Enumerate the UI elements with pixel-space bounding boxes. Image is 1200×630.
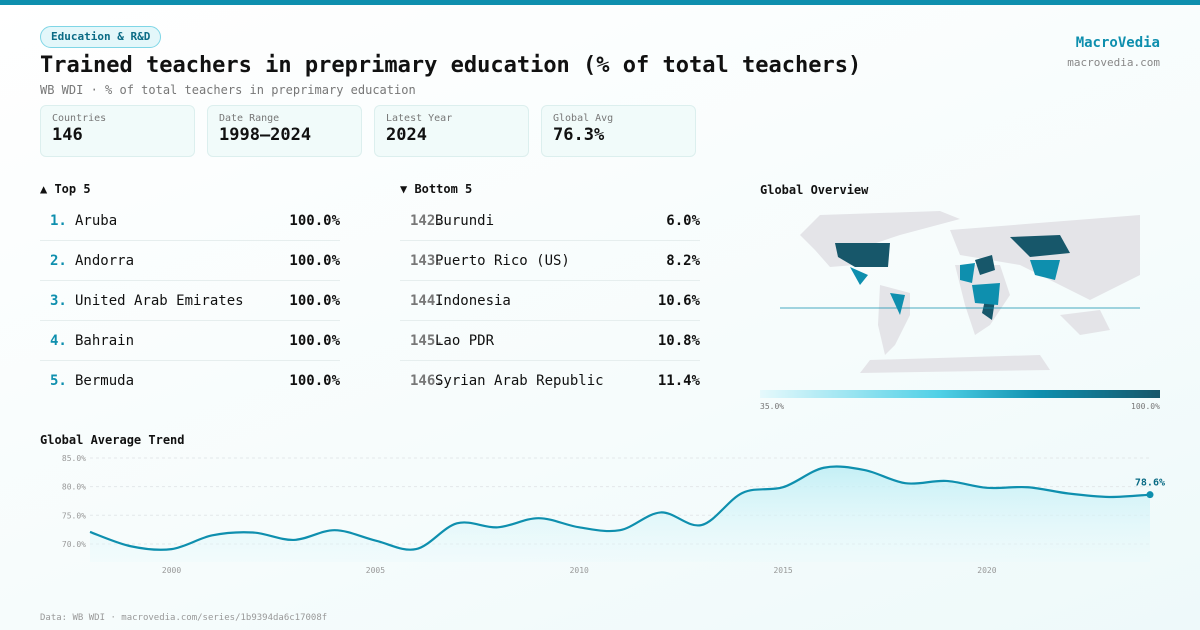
- world-map[interactable]: [760, 205, 1160, 385]
- last-point-marker: [1146, 491, 1154, 499]
- list-item[interactable]: 142. Burundi 6.0%: [400, 201, 700, 241]
- country-name: Aruba: [75, 212, 118, 229]
- bottom5-title: ▼ Bottom 5: [400, 182, 473, 196]
- rank: 4.: [50, 332, 67, 349]
- country-value: 100.0%: [289, 332, 340, 349]
- map-legend-bar: [760, 390, 1160, 398]
- bottom5-list: 142. Burundi 6.0% 143. Puerto Rico (US) 8.2%…: [400, 201, 700, 401]
- brand-name[interactable]: MacroVedia: [1075, 35, 1160, 51]
- rank: 3.: [50, 292, 67, 309]
- country-name: Burundi: [435, 212, 495, 229]
- last-value-label: 78.6%: [1135, 478, 1165, 489]
- country-name: Puerto Rico (US): [435, 252, 570, 269]
- legend-max: 100.0%: [1131, 402, 1160, 411]
- x-tick-label: 2015: [773, 566, 792, 575]
- country-value: 10.6%: [657, 292, 700, 309]
- trend-title: Global Average Trend: [40, 433, 185, 447]
- stat-latest-year: Latest Year 2024: [374, 105, 529, 157]
- x-tick-label: 2010: [570, 566, 589, 575]
- country-value: 10.8%: [657, 332, 700, 349]
- rank: 143.: [410, 252, 444, 269]
- country-value: 8.2%: [666, 252, 700, 269]
- trend-area: [90, 466, 1150, 562]
- rank: 142.: [410, 212, 444, 229]
- country-value: 100.0%: [289, 252, 340, 269]
- list-item[interactable]: 144. Indonesia 10.6%: [400, 281, 700, 321]
- x-tick-label: 2000: [162, 566, 181, 575]
- list-item[interactable]: 3. United Arab Emirates 100.0%: [40, 281, 340, 321]
- country-name: United Arab Emirates: [75, 292, 244, 309]
- list-item[interactable]: 2. Andorra 100.0%: [40, 241, 340, 281]
- country-value: 100.0%: [289, 212, 340, 229]
- country-name: Andorra: [75, 252, 135, 269]
- y-tick-label: 75.0%: [62, 511, 86, 520]
- map-title: Global Overview: [760, 183, 869, 197]
- top5-list: 1. Aruba 100.0% 2. Andorra 100.0% 3. United A…: [40, 201, 340, 401]
- stat-global-avg: Global Avg 76.3%: [541, 105, 696, 157]
- country-value: 6.0%: [666, 212, 700, 229]
- brand-url[interactable]: macrovedia.com: [1067, 56, 1160, 69]
- country-value: 11.4%: [657, 373, 700, 389]
- y-tick-label: 80.0%: [62, 483, 86, 492]
- trend-chart: 70.0% 75.0% 80.0% 85.0% 2000 2005 2010 2015 2020…: [62, 454, 1165, 575]
- x-tick-label: 2020: [977, 566, 996, 575]
- rank: 145.: [410, 332, 444, 349]
- legend-min: 35.0%: [760, 402, 785, 411]
- list-item[interactable]: 143. Puerto Rico (US) 8.2%: [400, 241, 700, 281]
- list-item[interactable]: 4. Bahrain 100.0%: [40, 321, 340, 361]
- list-item[interactable]: 146. Syrian Arab Republic 11.4%: [400, 361, 700, 401]
- rank: 5.: [50, 373, 67, 389]
- page-title: Trained teachers in preprimary education…: [40, 53, 862, 78]
- page-subtitle: WB WDI · % of total teachers in preprima…: [40, 83, 416, 97]
- rank: 2.: [50, 252, 67, 269]
- country-name: Syrian Arab Republic: [435, 373, 604, 389]
- top-accent-bar: [0, 0, 1200, 5]
- stat-label: Latest Year: [386, 113, 453, 124]
- top5-title: ▲ Top 5: [40, 182, 91, 196]
- stat-label: Date Range: [219, 113, 280, 124]
- country-value: 100.0%: [289, 292, 340, 309]
- stat-value: 1998–2024: [219, 125, 312, 145]
- stat-value: 146: [52, 125, 83, 145]
- country-name: Bahrain: [75, 332, 135, 349]
- stat-date-range: Date Range 1998–2024: [207, 105, 362, 157]
- country-name: Bermuda: [75, 373, 135, 389]
- y-tick-label: 85.0%: [62, 454, 86, 463]
- country-name: Lao PDR: [435, 332, 495, 349]
- rank: 144.: [410, 292, 444, 309]
- x-tick-label: 2005: [366, 566, 385, 575]
- footer-source: Data: WB WDI · macrovedia.com/series/1b9…: [40, 613, 328, 623]
- stat-value: 2024: [386, 125, 427, 145]
- list-item[interactable]: 5. Bermuda 100.0%: [40, 361, 340, 401]
- stat-label: Countries: [52, 113, 107, 124]
- country-name: Indonesia: [435, 292, 511, 309]
- country-value: 100.0%: [289, 373, 340, 389]
- rank: 146.: [410, 373, 444, 389]
- stats-row: Countries 146 Date Range 1998–2024 Latest …: [40, 105, 696, 157]
- trend-line: [89, 465, 1151, 551]
- stat-value: 76.3%: [553, 125, 605, 145]
- list-item[interactable]: 145. Lao PDR 10.8%: [400, 321, 700, 361]
- y-tick-label: 70.0%: [62, 540, 86, 549]
- stat-label: Global Avg: [553, 113, 614, 124]
- category-badge[interactable]: Education & R&D: [40, 26, 162, 48]
- rank: 1.: [50, 212, 67, 229]
- list-item[interactable]: 1. Aruba 100.0%: [40, 201, 340, 241]
- stat-countries: Countries 146: [40, 105, 195, 157]
